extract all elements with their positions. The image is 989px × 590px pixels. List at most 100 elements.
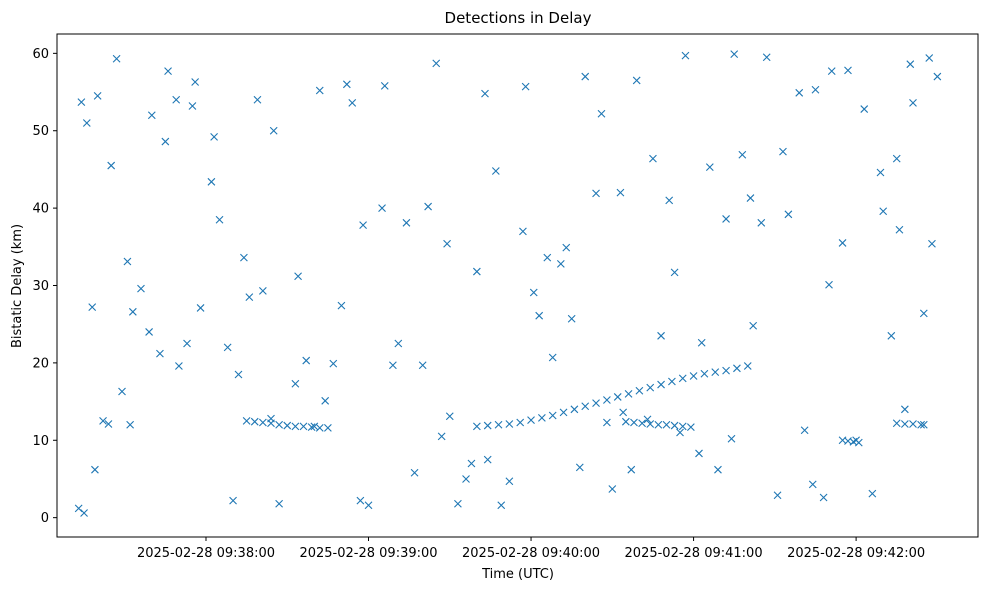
data-point (299, 422, 308, 431)
x-tick-label: 2025-02-28 09:42:00 (787, 546, 925, 561)
data-point (689, 372, 698, 380)
data-point (240, 253, 248, 262)
data-point (443, 239, 451, 248)
y-axis: 0 10 20 30 40 50 60 (32, 47, 57, 526)
y-tick-label: 0 (41, 511, 49, 526)
data-point (646, 383, 655, 392)
data-point (445, 412, 454, 421)
data-point (424, 202, 432, 211)
data-point (462, 475, 470, 483)
data-point (467, 459, 476, 468)
data-point (819, 493, 828, 502)
data-point (196, 304, 205, 312)
data-point (123, 257, 132, 266)
data-point (795, 88, 804, 97)
data-point (570, 405, 579, 414)
data-point (535, 311, 544, 320)
data-point (505, 420, 514, 428)
data-point (592, 189, 600, 198)
data-point (483, 421, 492, 430)
data-point (91, 465, 99, 474)
data-point (364, 501, 373, 510)
data-points (74, 50, 942, 517)
data-point (359, 221, 367, 230)
data-point (722, 366, 730, 375)
x-tick-label: 2025-02-28 09:39:00 (299, 546, 437, 561)
data-point (668, 377, 676, 386)
data-point (521, 82, 530, 91)
data-point (80, 509, 88, 517)
data-point (581, 402, 590, 411)
data-point (437, 432, 446, 441)
data-point (267, 419, 275, 428)
data-point (112, 54, 121, 63)
data-point (808, 480, 817, 489)
data-point (302, 356, 311, 365)
data-point (762, 53, 771, 62)
data-point (77, 98, 86, 106)
data-point (844, 66, 852, 75)
data-point (854, 438, 863, 447)
data-point (291, 422, 300, 431)
data-point (892, 154, 901, 163)
y-tick-label: 40 (32, 202, 49, 217)
data-point (730, 50, 739, 59)
data-point (342, 80, 351, 89)
x-tick-label: 2025-02-28 09:40:00 (462, 546, 600, 561)
data-point (686, 423, 695, 432)
data-point (773, 491, 782, 500)
data-point (654, 420, 663, 429)
data-point (315, 423, 324, 432)
data-point (275, 499, 284, 508)
data-point (472, 267, 481, 276)
data-point (418, 361, 427, 370)
data-point (250, 417, 259, 426)
data-point (394, 339, 403, 348)
data-point (207, 177, 216, 186)
data-point (827, 67, 836, 76)
data-point (811, 85, 820, 94)
x-axis-label: Time (UTC) (481, 567, 554, 582)
data-point (253, 95, 262, 104)
y-tick-label: 60 (32, 47, 49, 62)
data-point (215, 215, 224, 224)
data-point (242, 417, 251, 425)
data-point (188, 102, 197, 110)
data-point (800, 426, 809, 435)
data-point (562, 243, 571, 252)
data-point (678, 374, 687, 383)
data-point (925, 54, 934, 62)
data-point (258, 418, 267, 427)
data-point (389, 361, 397, 370)
data-point (491, 167, 500, 175)
data-point (516, 418, 525, 427)
data-point (410, 468, 419, 477)
data-point (616, 188, 625, 197)
data-point (919, 420, 928, 429)
data-point (82, 119, 91, 127)
data-point (743, 362, 752, 370)
data-point (649, 154, 657, 163)
y-tick-label: 10 (32, 434, 49, 449)
data-point (283, 421, 292, 430)
data-point (613, 393, 622, 401)
data-point (695, 449, 703, 458)
data-point (183, 339, 191, 348)
data-point (603, 418, 611, 427)
data-point (581, 72, 590, 81)
data-point (548, 353, 557, 362)
data-point (757, 218, 766, 227)
data-point (887, 331, 896, 340)
data-point (494, 420, 503, 429)
data-point (269, 126, 278, 135)
data-point (543, 253, 552, 262)
data-point (711, 368, 720, 377)
data-point (825, 280, 833, 289)
x-tick-label: 2025-02-28 09:38:00 (137, 546, 275, 561)
data-point (738, 150, 747, 159)
data-point (559, 408, 568, 417)
data-point (107, 161, 116, 170)
data-point (294, 272, 302, 281)
data-point (164, 67, 172, 76)
data-point (635, 386, 644, 395)
